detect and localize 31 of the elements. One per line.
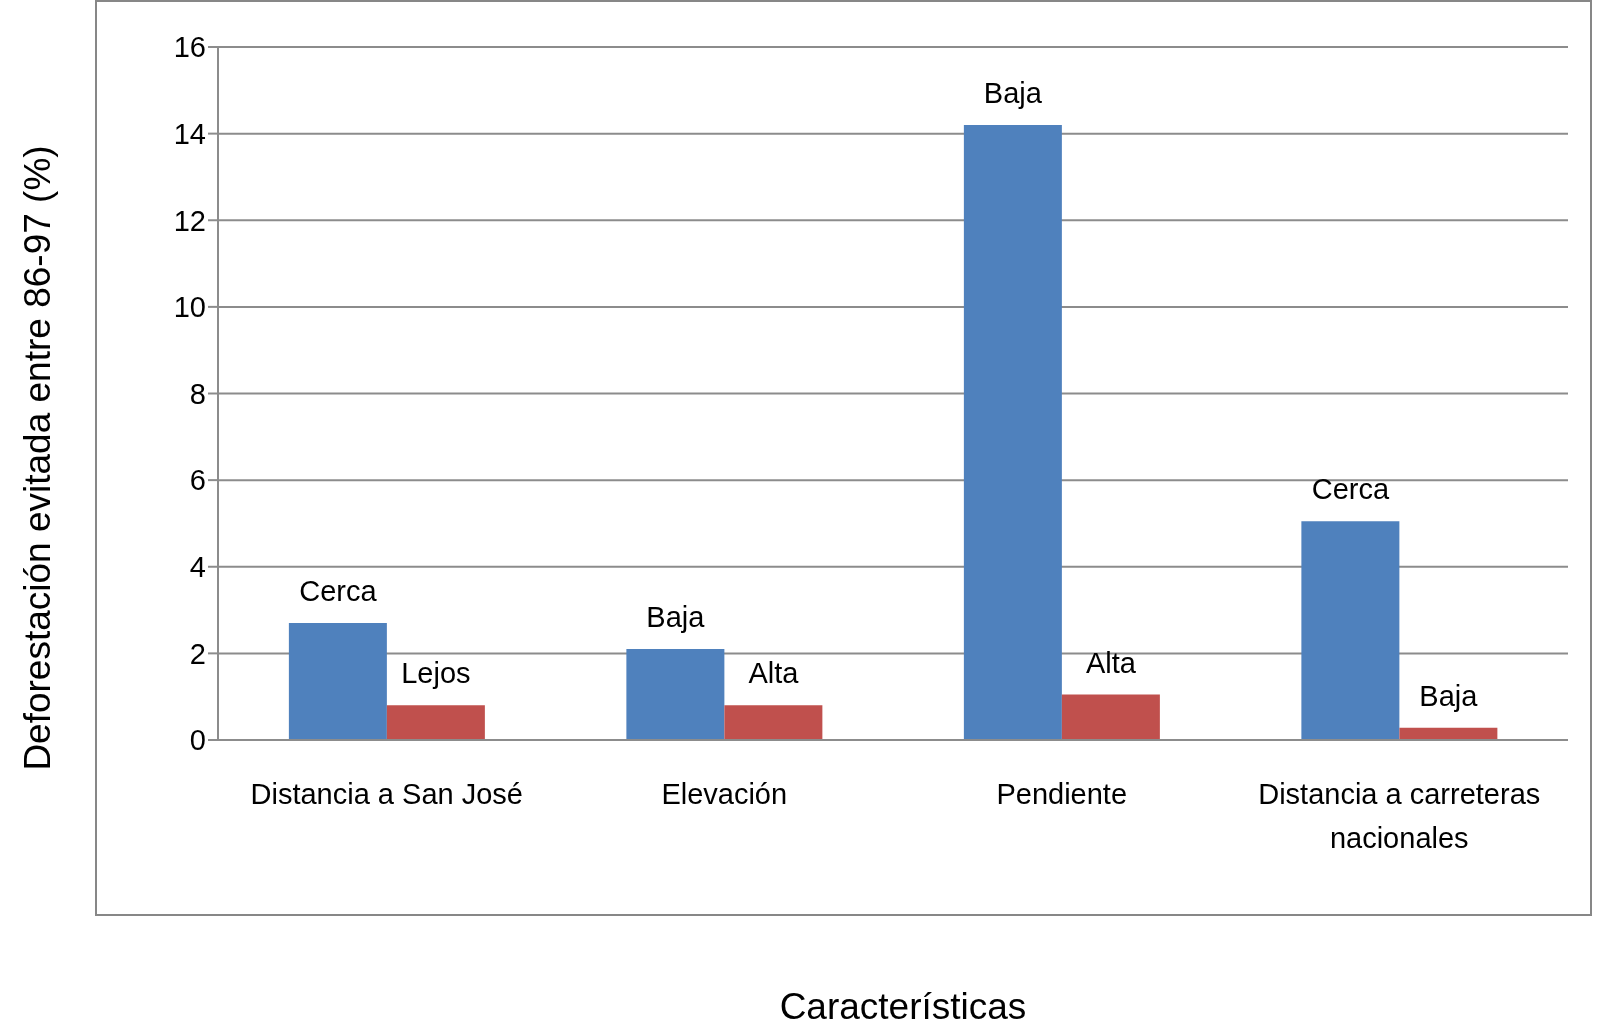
data-label: Baja	[1419, 679, 1479, 712]
bar	[963, 124, 1062, 740]
y-tick-label: 8	[189, 377, 206, 410]
y-tick-label: 2	[189, 637, 206, 670]
y-tick-label: 16	[173, 31, 206, 64]
bar	[626, 649, 725, 740]
data-label: Baja	[983, 76, 1043, 109]
x-tick-label: Distancia a San José	[250, 778, 523, 810]
x-tick-label: Distancia a carreteras nacionales	[1258, 778, 1541, 854]
y-tick-label: 12	[173, 204, 206, 237]
x-axis-title: Características	[778, 986, 1028, 1027]
y-tick-label: 10	[173, 291, 206, 324]
bar	[288, 623, 387, 740]
y-tick-label: 4	[189, 551, 206, 584]
y-tick-label: 14	[173, 117, 206, 150]
data-label: Lejos	[401, 657, 471, 690]
y-axis-title: Deforestación evitada entre 86-97 (%)	[17, 145, 59, 771]
bar	[1301, 521, 1400, 740]
data-label: Alta	[1085, 646, 1137, 679]
x-tick-label: Pendiente	[996, 778, 1128, 810]
data-label: Cerca	[299, 575, 378, 608]
data-label: Cerca	[1311, 473, 1390, 506]
x-tick-label: Elevación	[661, 778, 788, 810]
y-tick-label: 6	[189, 464, 206, 497]
data-label: Alta	[748, 657, 800, 690]
y-tick-label: 0	[189, 724, 206, 757]
bar	[724, 705, 823, 740]
bar	[1061, 694, 1160, 740]
data-label: Baja	[646, 601, 706, 634]
bar	[386, 705, 485, 740]
bar	[1399, 727, 1498, 740]
